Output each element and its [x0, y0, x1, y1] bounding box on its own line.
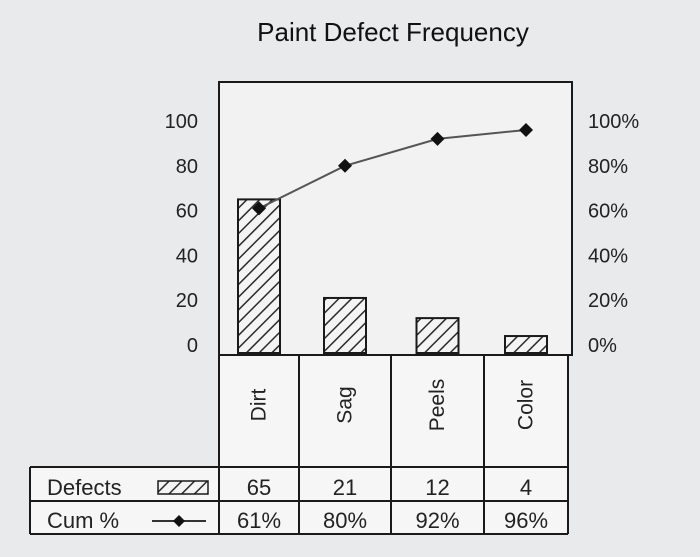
bar-peels	[415, 317, 460, 354]
right-tick-label: 80%	[588, 156, 628, 178]
right-tick-label: 100%	[588, 111, 639, 133]
line-series-cum-pct	[252, 122, 533, 216]
legend-swatch-cum-marker	[173, 515, 185, 527]
right-axis-ticks: 100% 80% 60% 40% 20% 0%	[588, 111, 639, 357]
table-cell: 80%	[323, 508, 367, 533]
left-tick-label: 80	[176, 156, 198, 178]
table-cell: 4	[520, 475, 532, 500]
table-cell: 21	[333, 475, 357, 500]
legend-swatch-defects	[157, 480, 209, 495]
right-tick-label: 40%	[588, 245, 628, 267]
table-cell: 12	[425, 475, 449, 500]
bar-color	[504, 335, 548, 355]
right-tick-label: 20%	[588, 290, 628, 312]
data-table-grid	[29, 354, 569, 535]
table-cell: 96%	[504, 508, 548, 533]
category-labels: Dirt Sag Peels Color	[248, 379, 538, 432]
cum-pct-line	[258, 128, 527, 210]
bar-series-defects	[237, 198, 548, 355]
category-label: Peels	[426, 379, 449, 432]
cum-pct-marker	[430, 131, 445, 146]
bar-sag	[323, 296, 367, 354]
category-label: Sag	[334, 386, 357, 423]
right-tick-label: 0%	[588, 335, 617, 357]
cum-pct-marker	[252, 201, 266, 216]
category-label: Dirt	[248, 389, 271, 422]
left-tick-label: 60	[176, 201, 198, 223]
table-row-label: Cum %	[47, 508, 119, 533]
cum-pct-marker	[519, 122, 533, 137]
category-band	[219, 355, 568, 467]
bar-dirt	[237, 198, 281, 354]
left-tick-label: 0	[187, 335, 198, 357]
left-tick-label: 40	[176, 245, 198, 267]
category-label: Color	[515, 380, 538, 430]
table-cell: 61%	[237, 508, 281, 533]
table-cell: 92%	[415, 508, 459, 533]
right-tick-label: 60%	[588, 201, 628, 223]
data-table: Defects 65 21 12 4 Cum % 61% 80% 92% 96%	[47, 475, 548, 533]
table-cell: 65	[247, 475, 271, 500]
chart-title: Paint Defect Frequency	[257, 17, 529, 47]
left-tick-label: 20	[176, 290, 198, 312]
cum-pct-marker	[338, 158, 352, 173]
left-axis-ticks: 100 80 60 40 20 0	[165, 111, 198, 357]
left-tick-label: 100	[165, 111, 198, 133]
table-row-label: Defects	[47, 475, 122, 500]
